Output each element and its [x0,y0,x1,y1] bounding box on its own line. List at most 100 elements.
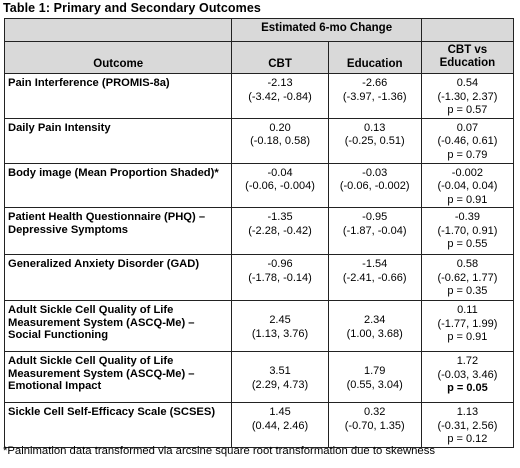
outcome-label: Adult Sickle Cell Quality of Life Measur… [3,300,233,352]
education-ci: (-1.87, -0.04) [342,224,407,237]
table-row: Daily Pain Intensity 0.20 (-0.18, 0.58) 0… [3,117,515,164]
diff-p-value: p = 0.12 [447,433,488,445]
cbt-estimate: -0.96 [267,258,293,270]
header-group-label: Estimated 6-mo Change [231,18,422,42]
table-row: Adult Sickle Cell Quality of Life Measur… [3,351,515,403]
diff-cell: 1.72 (-0.03, 3.46) p = 0.05 [420,351,515,403]
diff-cell: 0.58 (-0.62, 1.77) p = 0.35 [420,254,515,301]
diff-ci: (-0.62, 1.77) [437,271,498,284]
cbt-cell: -1.35 (-2.28, -0.42) [231,207,329,255]
header-row-group: Estimated 6-mo Change [3,18,515,42]
table-row: Sickle Cell Self-Efficacy Scale (SCSES) … [3,402,515,448]
diff-p-value: p = 0.55 [447,238,488,250]
education-cell: -0.03 (-0.06, -0.002) [327,162,422,208]
header-cbt-vs-education: CBT vs Education [420,41,515,74]
education-ci: (1.00, 3.68) [346,327,403,340]
outcome-label: Sickle Cell Self-Efficacy Scale (SCSES) [3,402,233,448]
cbt-estimate: -1.35 [267,211,293,223]
cbt-estimate: 3.51 [269,365,291,377]
diff-p-value: p = 0.35 [447,285,488,297]
cbt-estimate: 1.45 [269,406,291,418]
cbt-cell: -0.04 (-0.06, -0.004) [231,162,329,208]
header-blank-cell [3,18,233,42]
header-education: Education [327,41,422,74]
diff-ci: (-0.46, 0.61) [437,135,498,147]
cbt-ci: (-2.28, -0.42) [248,224,312,237]
education-ci: (0.55, 3.04) [346,378,403,391]
table-caption: Table 1: Primary and Secondary Outcomes [3,1,261,15]
diff-p-value: p = 0.91 [447,331,488,343]
diff-estimate: 1.13 [456,406,479,418]
diff-p-value: p = 0.79 [447,148,488,161]
diff-estimate: -0.002 [451,166,483,179]
education-estimate: 0.32 [364,406,386,418]
table-row: Adult Sickle Cell Quality of Life Measur… [3,300,515,352]
diff-cell: -0.39 (-1.70, 0.91) p = 0.55 [420,207,515,255]
cbt-cell: 3.51 (2.29, 4.73) [231,351,329,403]
cbt-ci: (0.44, 2.46) [251,419,309,432]
education-estimate: -1.54 [362,258,388,270]
education-cell: 0.32 (-0.70, 1.35) [327,402,422,448]
table-row: Generalized Anxiety Disorder (GAD) -0.96… [3,254,515,301]
diff-estimate: 1.72 [456,355,479,367]
cbt-estimate: -2.13 [267,77,293,89]
diff-ci: (-1.70, 0.91) [437,224,498,237]
header-blank-cell [420,18,515,42]
outcome-label: Daily Pain Intensity [3,117,233,164]
outcome-label: Body image (Mean Proportion Shaded)* [3,162,233,208]
diff-cell: -0.002 (-0.04, 0.04) p = 0.91 [420,162,515,208]
education-cell: -0.95 (-1.87, -0.04) [327,207,422,255]
education-estimate: 1.79 [364,365,386,377]
cbt-ci: (-3.42, -0.84) [248,90,312,103]
education-ci: (-0.25, 0.51) [344,135,405,147]
education-estimate: -0.03 [362,166,388,179]
education-cell: -1.54 (-2.41, -0.66) [327,254,422,301]
header-row-columns: Outcome CBT Education CBT vs Education [3,41,515,74]
cbt-ci: (-1.78, -0.14) [248,271,312,284]
cbt-cell: -0.96 (-1.78, -0.14) [231,254,329,301]
cbt-cell: -2.13 (-3.42, -0.84) [231,73,329,119]
outcome-label: Generalized Anxiety Disorder (GAD) [3,254,233,301]
cbt-cell: 2.45 (1.13, 3.76) [231,300,329,352]
education-ci: (-0.70, 1.35) [344,419,405,432]
diff-p-value: p = 0.05 [447,382,488,394]
diff-cell: 0.11 (-1.77, 1.99) p = 0.91 [420,300,515,352]
outcomes-table: Estimated 6-mo Change Outcome CBT Educat… [3,18,515,448]
diff-estimate: -0.39 [454,211,480,223]
education-cell: 1.79 (0.55, 3.04) [327,351,422,403]
table-row: Body image (Mean Proportion Shaded)* -0.… [3,162,515,208]
diff-p-value: p = 0.91 [447,193,488,206]
education-ci: (-2.41, -0.66) [342,271,407,284]
diff-cell: 1.13 (-0.31, 2.56) p = 0.12 [420,402,515,448]
cbt-ci: (-0.06, -0.004) [245,180,315,192]
outcome-label: Pain Interference (PROMIS-8a) [3,73,233,119]
table-footnote: *Painimation data transformed via arcsin… [3,445,436,457]
cbt-estimate: 2.45 [269,314,291,326]
diff-estimate: 0.54 [456,77,479,89]
diff-ci: (-0.04, 0.04) [437,180,498,192]
education-estimate: 2.34 [364,314,386,326]
education-ci: (-3.97, -1.36) [342,90,407,103]
diff-ci: (-1.30, 2.37) [437,90,498,103]
cbt-ci: (2.29, 4.73) [251,378,309,391]
education-cell: 0.13 (-0.25, 0.51) [327,117,422,164]
diff-estimate: 0.11 [457,304,478,316]
table-row: Patient Health Questionnaire (PHQ) – Dep… [3,207,515,255]
diff-cell: 0.54 (-1.30, 2.37) p = 0.57 [420,73,515,119]
outcome-label: Patient Health Questionnaire (PHQ) – Dep… [3,207,233,255]
header-diff-line1: CBT vs [447,44,488,56]
cbt-estimate: 0.20 [269,121,291,134]
header-diff-line2: Education [439,57,496,69]
outcome-label: Adult Sickle Cell Quality of Life Measur… [3,351,233,403]
cbt-estimate: -0.04 [267,166,293,179]
diff-estimate: 0.58 [456,258,479,270]
education-estimate: -0.95 [362,211,388,223]
education-cell: -2.66 (-3.97, -1.36) [327,73,422,119]
cbt-cell: 0.20 (-0.18, 0.58) [231,117,329,164]
diff-p-value: p = 0.57 [447,104,488,116]
header-cbt: CBT [231,41,329,74]
education-estimate: 0.13 [364,121,386,134]
education-cell: 2.34 (1.00, 3.68) [327,300,422,352]
header-outcome: Outcome [3,41,233,74]
diff-ci: (-0.03, 3.46) [437,368,498,381]
